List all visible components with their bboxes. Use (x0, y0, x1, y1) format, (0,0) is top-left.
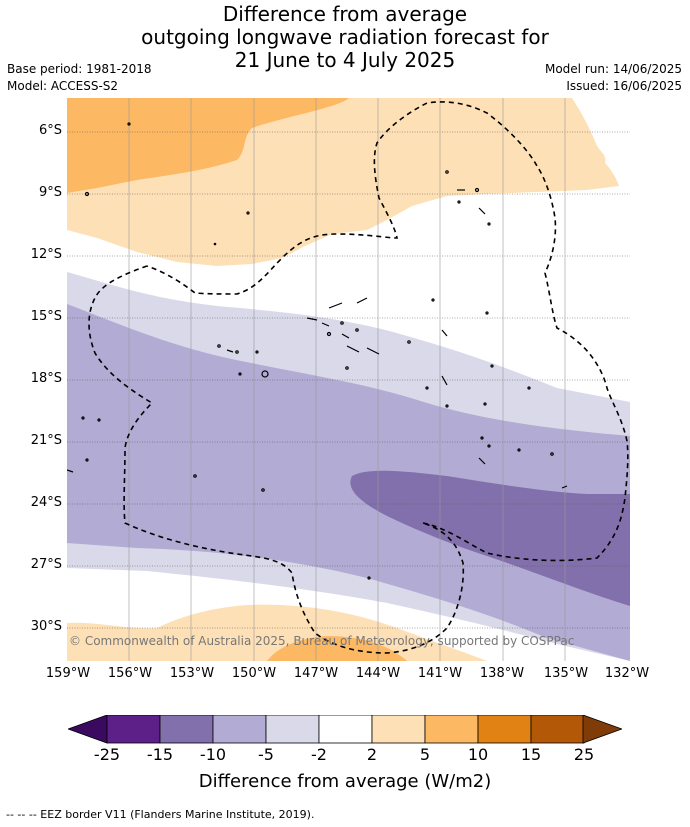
colorbar-cell-7 (477, 715, 532, 744)
colorbar-tick-label: -10 (199, 745, 227, 764)
colorbar-cell-3 (265, 715, 320, 744)
lon-label-156w: 156°W (107, 666, 153, 681)
lat-label-30s: 30°S (30, 619, 62, 634)
base-period: Base period: 1981-2018 (7, 62, 152, 76)
lon-label-135w: 135°W (543, 666, 589, 681)
lat-label-24s: 24°S (30, 495, 62, 510)
contour-minus15-to-minus10 (350, 470, 630, 606)
eez-border-french-polynesia (146, 101, 629, 562)
lat-label-18s: 18°S (30, 371, 62, 386)
copyright-notice: © Commonwealth of Australia 2025, Bureau… (69, 634, 575, 648)
lon-label-153w: 153°W (169, 666, 215, 681)
colorbar-tick-label: 5 (419, 745, 431, 764)
model-run: Model run: 14/06/2025 (544, 62, 682, 76)
lon-label-138w: 138°W (479, 666, 525, 681)
colorbar-cells (106, 715, 585, 744)
lat-label-9s: 9°S (38, 185, 62, 200)
olr-anomaly-map (67, 98, 630, 661)
colorbar-cell-8 (530, 715, 585, 744)
colorbar (68, 715, 622, 744)
colorbar-tick-label: -25 (93, 745, 121, 764)
colorbar-tick-label: -2 (311, 745, 327, 764)
lat-label-27s: 27°S (30, 557, 62, 572)
map-title-line-1: Difference from average (222, 2, 468, 26)
eez-border-cook-islands (88, 265, 465, 654)
colorbar-cell-4 (318, 715, 373, 744)
map-title-line-2: outgoing longwave radiation forecast for (141, 25, 549, 49)
lat-label-15s: 15°S (30, 309, 62, 324)
colorbar-cell-5 (371, 715, 426, 744)
colorbar-tick-label: -5 (258, 745, 274, 764)
lat-label-6s: 6°S (38, 123, 62, 138)
colorbar-tick-label: 2 (366, 745, 378, 764)
map-title-line-3: 21 June to 4 July 2025 (234, 48, 456, 72)
colorbar-tick-label: 15 (520, 745, 542, 764)
lon-label-147w: 147°W (293, 666, 339, 681)
lon-label-159w: 159°W (45, 666, 91, 681)
islands (67, 122, 568, 580)
contour-5-to-10-north (67, 98, 349, 193)
colorbar-tick-label: 25 (573, 745, 595, 764)
colorbar-title: Difference from average (W/m2) (198, 771, 492, 792)
eez-legend-note: -- -- -- EEZ border V11 (Flanders Marine… (6, 808, 315, 821)
longitude-gridlines (128, 98, 566, 661)
contour-5-to-10-south (267, 636, 407, 661)
lon-label-150w: 150°W (231, 666, 277, 681)
lon-label-144w: 144°W (355, 666, 401, 681)
contour-minus10-to-minus5 (67, 304, 630, 661)
lon-label-141w: 141°W (417, 666, 463, 681)
colorbar-over-arrow (582, 715, 622, 744)
colorbar-tick-label: -15 (146, 745, 174, 764)
model-name: Model: ACCESS-S2 (7, 79, 119, 93)
colorbar-cell-6 (424, 715, 479, 744)
lat-label-12s: 12°S (30, 247, 62, 262)
colorbar-cell-1 (159, 715, 214, 744)
issued-date: Issued: 16/06/2025 (566, 79, 682, 93)
lat-label-21s: 21°S (30, 433, 62, 448)
colorbar-cell-0 (106, 715, 161, 744)
colorbar-cell-2 (212, 715, 267, 744)
colorbar-tick-label: 10 (467, 745, 489, 764)
colorbar-under-arrow (68, 715, 108, 744)
lon-label-132w: 132°W (604, 666, 650, 681)
